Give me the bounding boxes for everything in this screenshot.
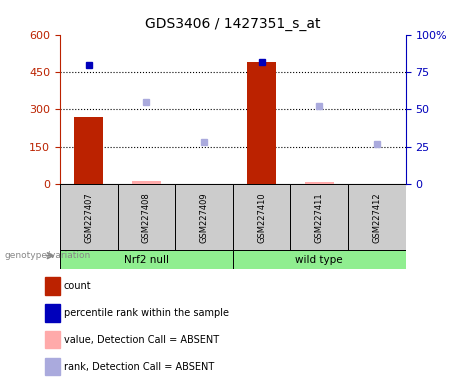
Text: Nrf2 null: Nrf2 null bbox=[124, 255, 169, 265]
Bar bbox=[60, 184, 118, 250]
Text: GSM227408: GSM227408 bbox=[142, 192, 151, 243]
Bar bbox=[45, 358, 60, 375]
Text: wild type: wild type bbox=[296, 255, 343, 265]
Text: genotype/variation: genotype/variation bbox=[5, 251, 91, 260]
Text: count: count bbox=[64, 281, 91, 291]
Text: GSM227412: GSM227412 bbox=[372, 192, 381, 243]
Text: GSM227411: GSM227411 bbox=[315, 192, 324, 243]
Bar bbox=[60, 250, 233, 269]
Bar bbox=[132, 180, 161, 184]
Bar bbox=[45, 305, 60, 321]
Bar bbox=[247, 62, 276, 184]
Bar bbox=[45, 278, 60, 295]
Text: GSM227407: GSM227407 bbox=[84, 192, 93, 243]
Text: GSM227409: GSM227409 bbox=[200, 192, 208, 243]
Title: GDS3406 / 1427351_s_at: GDS3406 / 1427351_s_at bbox=[145, 17, 320, 31]
Text: rank, Detection Call = ABSENT: rank, Detection Call = ABSENT bbox=[64, 362, 214, 372]
Text: GSM227410: GSM227410 bbox=[257, 192, 266, 243]
Bar bbox=[305, 182, 334, 184]
Bar bbox=[233, 184, 290, 250]
Bar bbox=[175, 184, 233, 250]
Text: value, Detection Call = ABSENT: value, Detection Call = ABSENT bbox=[64, 335, 219, 345]
Bar bbox=[74, 117, 103, 184]
Bar bbox=[233, 250, 406, 269]
Bar bbox=[348, 184, 406, 250]
Text: percentile rank within the sample: percentile rank within the sample bbox=[64, 308, 229, 318]
Bar bbox=[45, 331, 60, 348]
Bar bbox=[290, 184, 348, 250]
Bar bbox=[118, 184, 175, 250]
